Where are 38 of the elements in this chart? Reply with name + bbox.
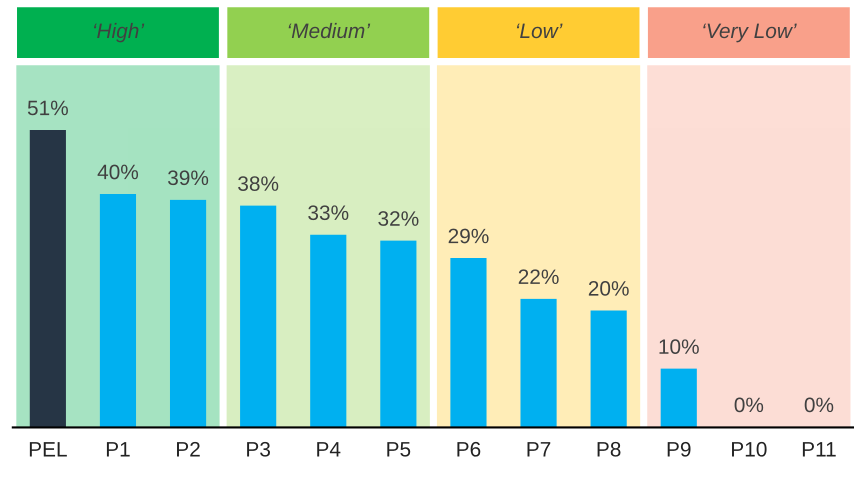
x-tick-label: P5 bbox=[387, 442, 410, 457]
band-label: ‘Medium’ bbox=[288, 22, 370, 38]
data-label: 29% bbox=[448, 228, 489, 244]
x-tick-label: P8 bbox=[598, 442, 620, 457]
bar bbox=[380, 240, 416, 428]
x-tick-label: P9 bbox=[668, 442, 691, 457]
data-label: 40% bbox=[98, 164, 138, 180]
bar bbox=[30, 130, 66, 428]
data-label: 38% bbox=[238, 176, 278, 191]
data-label: 0% bbox=[734, 397, 764, 412]
x-tick-label: P2 bbox=[177, 442, 200, 456]
x-tick-label: P3 bbox=[247, 442, 270, 457]
bar bbox=[310, 234, 346, 428]
band-label: ‘Very Low’ bbox=[703, 24, 797, 42]
data-label: 39% bbox=[168, 170, 208, 186]
x-tick-label: P7 bbox=[528, 442, 550, 456]
band-label: ‘Low’ bbox=[516, 24, 563, 38]
bar bbox=[590, 310, 627, 428]
x-tick-label: PEL bbox=[30, 442, 67, 456]
bar bbox=[170, 200, 206, 428]
x-tick-label: P6 bbox=[457, 442, 480, 457]
x-tick-label: P4 bbox=[317, 442, 340, 456]
data-label: 0% bbox=[804, 397, 834, 412]
bar bbox=[240, 206, 276, 428]
data-label: 33% bbox=[308, 205, 348, 220]
data-label: 20% bbox=[588, 281, 629, 296]
bar bbox=[100, 194, 136, 428]
data-label: 51% bbox=[28, 100, 68, 116]
data-label: 32% bbox=[378, 211, 418, 226]
x-tick-label: P1 bbox=[106, 442, 130, 456]
x-tick-label: P11 bbox=[802, 442, 836, 456]
bar bbox=[660, 368, 697, 428]
bar bbox=[450, 258, 487, 428]
bar bbox=[520, 298, 557, 428]
data-label: 10% bbox=[659, 339, 699, 354]
data-label: 22% bbox=[518, 269, 559, 284]
band-label: ‘High’ bbox=[94, 22, 144, 42]
x-tick-label: P10 bbox=[732, 442, 767, 457]
